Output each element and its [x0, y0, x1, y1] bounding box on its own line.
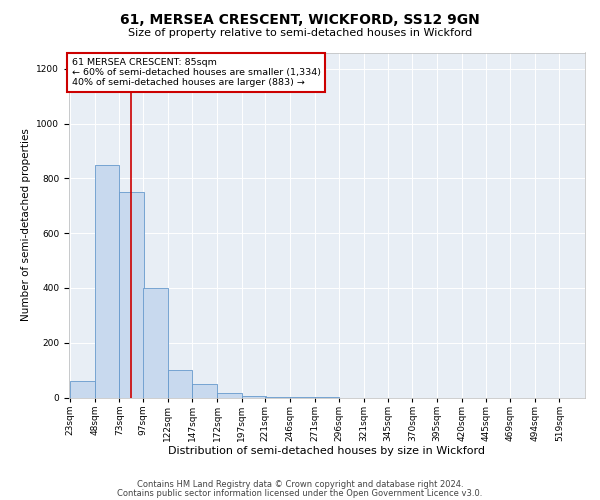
- Bar: [95, 165, 119, 398]
- Bar: [217, 394, 242, 398]
- Text: Size of property relative to semi-detached houses in Wickford: Size of property relative to semi-detach…: [128, 28, 472, 38]
- Bar: [143, 288, 167, 398]
- Bar: [242, 396, 266, 398]
- Bar: [193, 384, 217, 398]
- Text: Contains HM Land Registry data © Crown copyright and database right 2024.: Contains HM Land Registry data © Crown c…: [137, 480, 463, 489]
- Text: 61, MERSEA CRESCENT, WICKFORD, SS12 9GN: 61, MERSEA CRESCENT, WICKFORD, SS12 9GN: [120, 12, 480, 26]
- Y-axis label: Number of semi-detached properties: Number of semi-detached properties: [21, 128, 31, 322]
- Bar: [265, 397, 290, 398]
- X-axis label: Distribution of semi-detached houses by size in Wickford: Distribution of semi-detached houses by …: [169, 446, 485, 456]
- Bar: [119, 192, 144, 398]
- Text: 61 MERSEA CRESCENT: 85sqm
← 60% of semi-detached houses are smaller (1,334)
40% : 61 MERSEA CRESCENT: 85sqm ← 60% of semi-…: [71, 58, 320, 88]
- Bar: [168, 370, 192, 398]
- Text: Contains public sector information licensed under the Open Government Licence v3: Contains public sector information licen…: [118, 488, 482, 498]
- Bar: [70, 381, 95, 398]
